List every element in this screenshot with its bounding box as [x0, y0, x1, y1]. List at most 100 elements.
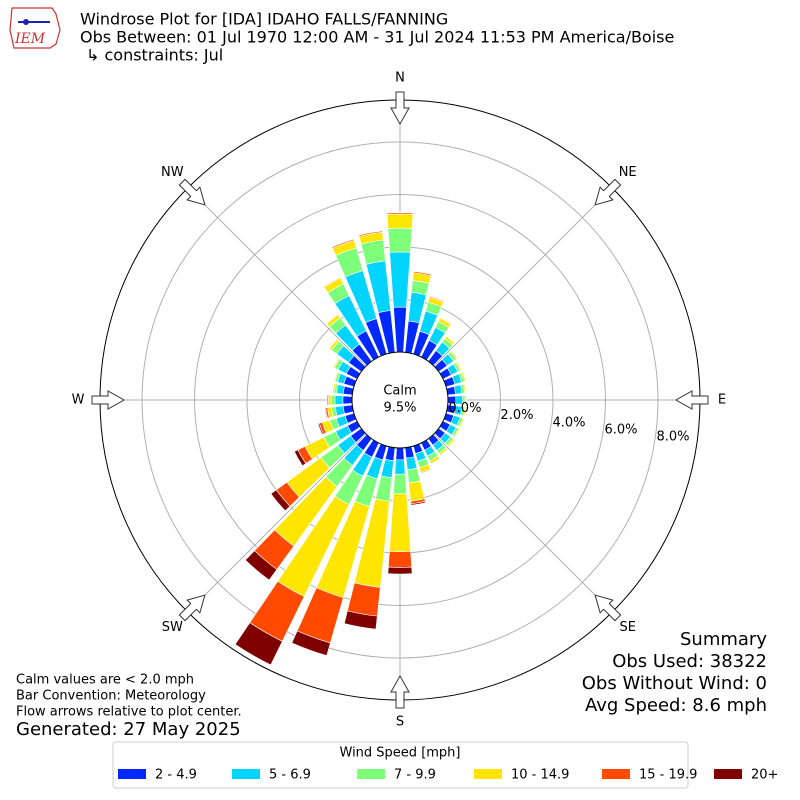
bar-segment: [407, 467, 421, 484]
summary: Obs Without Wind: 0: [582, 673, 767, 694]
r-tick-label: 6.0%: [604, 422, 637, 437]
bar-segment: [331, 238, 355, 248]
flow-arrow-shape: [91, 390, 126, 410]
flow-arrow-shape: [178, 178, 206, 206]
bar-segment: [393, 473, 407, 495]
bar-segment: [360, 239, 386, 265]
theta-tick-label: SW: [162, 620, 183, 635]
bar-segment: [384, 446, 396, 462]
calm-value: 9.5%: [383, 401, 416, 416]
logo: IEM: [9, 7, 61, 49]
legend-label: 15 - 19.9: [639, 768, 697, 783]
flow-arrow: [594, 178, 622, 206]
bar-segment: [389, 251, 411, 308]
bar-segment: [410, 500, 426, 506]
bar-segment: [324, 407, 328, 419]
note: Calm values are < 2.0 mph: [16, 673, 194, 688]
grid-spoke: [187, 187, 367, 367]
bar-segment: [395, 447, 405, 461]
legend-swatch: [118, 769, 146, 779]
bar-segment: [291, 630, 331, 656]
flow-arrow-shape: [594, 594, 622, 622]
bars: [234, 211, 467, 666]
overlay: Calm 9.5% 0.0% 2.0% 4.0% 6.0% 8.0% N NE E SE S SW W NW: [72, 71, 727, 730]
bar-segment: [358, 230, 383, 236]
theta-tick-label: N: [395, 71, 405, 86]
theta-tick-label: SE: [619, 620, 635, 635]
theta-tick-label: W: [72, 393, 85, 408]
bar-segment: [342, 385, 354, 396]
bar-segment: [330, 394, 336, 406]
bar-segment: [328, 394, 332, 406]
bar-segment: [234, 622, 283, 666]
bar-segment: [464, 383, 467, 394]
legend-swatch: [357, 769, 385, 779]
chart-subtitle: Obs Between: 01 Jul 1970 12:00 AM - 31 J…: [80, 28, 674, 47]
legend-label: 2 - 4.9: [155, 768, 197, 783]
bar-segment: [387, 566, 413, 575]
flow-arrow: [390, 674, 410, 709]
flow-arrow: [178, 594, 206, 622]
r-tick-label: 0.0%: [448, 401, 481, 416]
legend-label: 7 - 9.9: [394, 768, 436, 783]
bar-segment: [342, 395, 353, 405]
bar-segment: [408, 480, 425, 502]
bar-segment: [393, 306, 407, 353]
flow-arrow: [674, 390, 709, 410]
legend-title: Wind Speed [mph]: [340, 746, 461, 761]
calm-label: Calm: [383, 384, 416, 399]
generated: Generated: 27 May 2025: [16, 719, 241, 740]
bar-segment: [326, 394, 328, 406]
bar-segment: [456, 361, 463, 370]
theta-tick-label: S: [396, 715, 404, 730]
bar-segment: [405, 456, 418, 471]
bar-segment: [439, 316, 453, 325]
bar-segment: [462, 371, 467, 382]
bar-segment: [293, 449, 307, 467]
chart-title: Windrose Plot for [IDA] IDAHO FALLS/FANN…: [80, 10, 448, 29]
theta-tick-label: NW: [161, 165, 184, 180]
grid-spoke: [433, 187, 613, 367]
bar-segment: [429, 295, 445, 302]
bar-segment: [454, 429, 461, 438]
legend-label: 10 - 14.9: [511, 768, 569, 783]
theta-tick-label: NE: [619, 165, 637, 180]
r-tick-label: 2.0%: [500, 408, 533, 423]
bar-segment: [244, 550, 278, 581]
bar-segment: [387, 550, 413, 568]
legend-swatch: [602, 769, 630, 779]
legend-swatch: [714, 769, 742, 779]
bar-segment: [394, 459, 406, 475]
bar-segment: [451, 350, 458, 359]
bar-segment: [387, 227, 413, 253]
bar-segment: [446, 335, 456, 344]
legend: 2 - 4.9 5 - 6.9 7 - 9.9 10 - 14.9 15 - 19.9 2…: [118, 768, 778, 783]
bar-segment: [413, 270, 432, 275]
bar-segment: [464, 406, 467, 417]
flow-arrow: [390, 91, 410, 126]
flow-arrow-shape: [390, 91, 410, 126]
r-tick-label: 4.0%: [552, 415, 585, 430]
bar-segment: [343, 610, 378, 630]
flow-arrow: [594, 594, 622, 622]
logo-outline: [9, 7, 61, 49]
flow-arrow: [178, 178, 206, 206]
bar-segment: [386, 213, 414, 229]
bar-segment: [375, 475, 393, 502]
bar-segment: [322, 276, 341, 288]
bar-segment: [420, 469, 432, 475]
bar-segment: [325, 313, 338, 324]
calm-circle: [351, 351, 449, 449]
logo-text: IEM: [14, 31, 46, 47]
bar-segment: [389, 493, 411, 552]
legend-swatch: [474, 769, 502, 779]
bar-segment: [332, 358, 339, 368]
bar-segment: [317, 422, 324, 436]
flow-arrow-shape: [674, 390, 709, 410]
constraints: ↳ constraints: Jul: [86, 46, 223, 65]
theta-tick-label: E: [718, 393, 726, 408]
note: Flow arrows relative to plot center.: [16, 705, 242, 720]
legend-label: 20+: [751, 768, 778, 783]
summary: Avg Speed: 8.6 mph: [585, 695, 767, 716]
